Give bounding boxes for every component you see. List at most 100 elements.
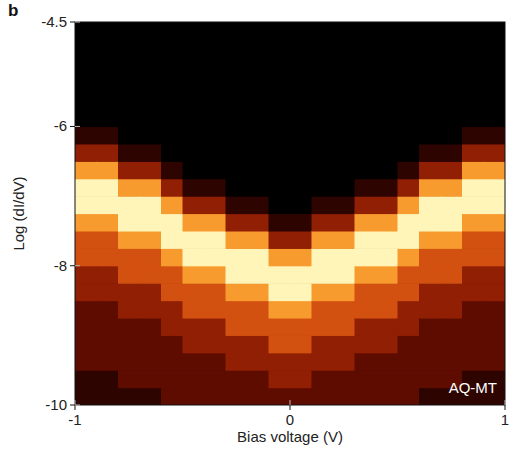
heat-cell — [462, 214, 484, 232]
heat-cell — [140, 196, 162, 214]
heat-cell — [441, 196, 463, 214]
heat-cell — [183, 283, 205, 301]
heat-cell — [226, 161, 248, 179]
y-axis-title: Log (dI/dV) — [10, 176, 27, 250]
heat-cell — [398, 248, 420, 266]
heat-cell — [290, 266, 312, 284]
heat-cell — [140, 74, 162, 92]
x-tick-inner — [75, 400, 76, 405]
heat-cell — [269, 353, 291, 371]
heat-cell — [247, 109, 269, 127]
heat-cell — [312, 318, 334, 336]
heat-cell — [419, 92, 441, 110]
heat-cell — [204, 266, 226, 284]
heat-cell — [247, 283, 269, 301]
y-tick-label: -10 — [45, 396, 67, 413]
heat-cell — [140, 248, 162, 266]
heat-cell — [183, 22, 205, 40]
heat-cell — [204, 370, 226, 388]
heat-cell — [419, 248, 441, 266]
heat-cell — [441, 248, 463, 266]
heat-cell — [161, 179, 183, 197]
heat-cell — [269, 266, 291, 284]
heat-cell — [419, 214, 441, 232]
heat-cell — [462, 283, 484, 301]
heat-cell — [355, 144, 377, 162]
heat-cell — [441, 283, 463, 301]
heat-cell — [140, 301, 162, 319]
heat-cell — [183, 214, 205, 232]
heat-cell — [247, 214, 269, 232]
heat-cell — [269, 126, 291, 144]
heat-cell — [333, 161, 355, 179]
y-tick-label: -6 — [54, 117, 67, 134]
heat-cell — [333, 335, 355, 353]
heat-cell — [226, 301, 248, 319]
heat-cell — [419, 318, 441, 336]
heat-cell — [355, 388, 377, 405]
heat-cell — [97, 22, 119, 40]
heat-cell — [183, 301, 205, 319]
heat-cell — [290, 126, 312, 144]
heat-cell — [333, 248, 355, 266]
heat-cell — [312, 92, 334, 110]
heat-cell — [419, 335, 441, 353]
heat-cell — [462, 109, 484, 127]
heat-cell — [290, 22, 312, 40]
heat-cell — [118, 231, 140, 249]
heat-cell — [226, 22, 248, 40]
heat-cell — [441, 301, 463, 319]
heat-cell — [247, 126, 269, 144]
heat-cell — [441, 179, 463, 197]
heat-cell — [97, 248, 119, 266]
heat-cell — [462, 179, 484, 197]
plot-frame — [75, 22, 505, 405]
heat-cell — [441, 57, 463, 75]
heat-cell — [441, 22, 463, 40]
heat-cell — [398, 39, 420, 57]
heat-cell — [183, 248, 205, 266]
y-tick-inner — [75, 22, 80, 23]
heat-cell — [97, 196, 119, 214]
heat-cell — [118, 283, 140, 301]
heat-cell — [376, 370, 398, 388]
heat-cell — [226, 335, 248, 353]
heat-cell — [204, 57, 226, 75]
heat-cell — [441, 161, 463, 179]
heat-cell — [75, 335, 97, 353]
heat-cell — [462, 248, 484, 266]
heat-cell — [355, 92, 377, 110]
heat-cell — [312, 57, 334, 75]
heat-cell — [97, 353, 119, 371]
heat-cell — [398, 301, 420, 319]
heat-cell — [269, 318, 291, 336]
heat-cell — [398, 144, 420, 162]
heat-cell — [161, 39, 183, 57]
heat-cell — [312, 335, 334, 353]
heat-cell — [484, 92, 506, 110]
heat-cell — [75, 353, 97, 371]
heat-cell — [312, 109, 334, 127]
heat-cell — [269, 248, 291, 266]
heat-cell — [484, 126, 506, 144]
heat-cell — [462, 126, 484, 144]
heat-cell — [226, 57, 248, 75]
heat-cell — [118, 248, 140, 266]
heat-cell — [312, 74, 334, 92]
heat-cell — [247, 301, 269, 319]
heat-cell — [97, 179, 119, 197]
heat-cell — [462, 231, 484, 249]
heat-cell — [290, 283, 312, 301]
heat-cell — [312, 196, 334, 214]
heat-cell — [226, 353, 248, 371]
heat-cell — [269, 335, 291, 353]
x-tick-label: -1 — [68, 411, 81, 428]
y-tick — [70, 265, 75, 266]
heat-cell — [97, 283, 119, 301]
heat-cell — [118, 144, 140, 162]
heat-cell — [161, 214, 183, 232]
heat-cell — [204, 92, 226, 110]
heat-cell — [312, 126, 334, 144]
heat-cell — [398, 266, 420, 284]
heat-cell — [269, 231, 291, 249]
